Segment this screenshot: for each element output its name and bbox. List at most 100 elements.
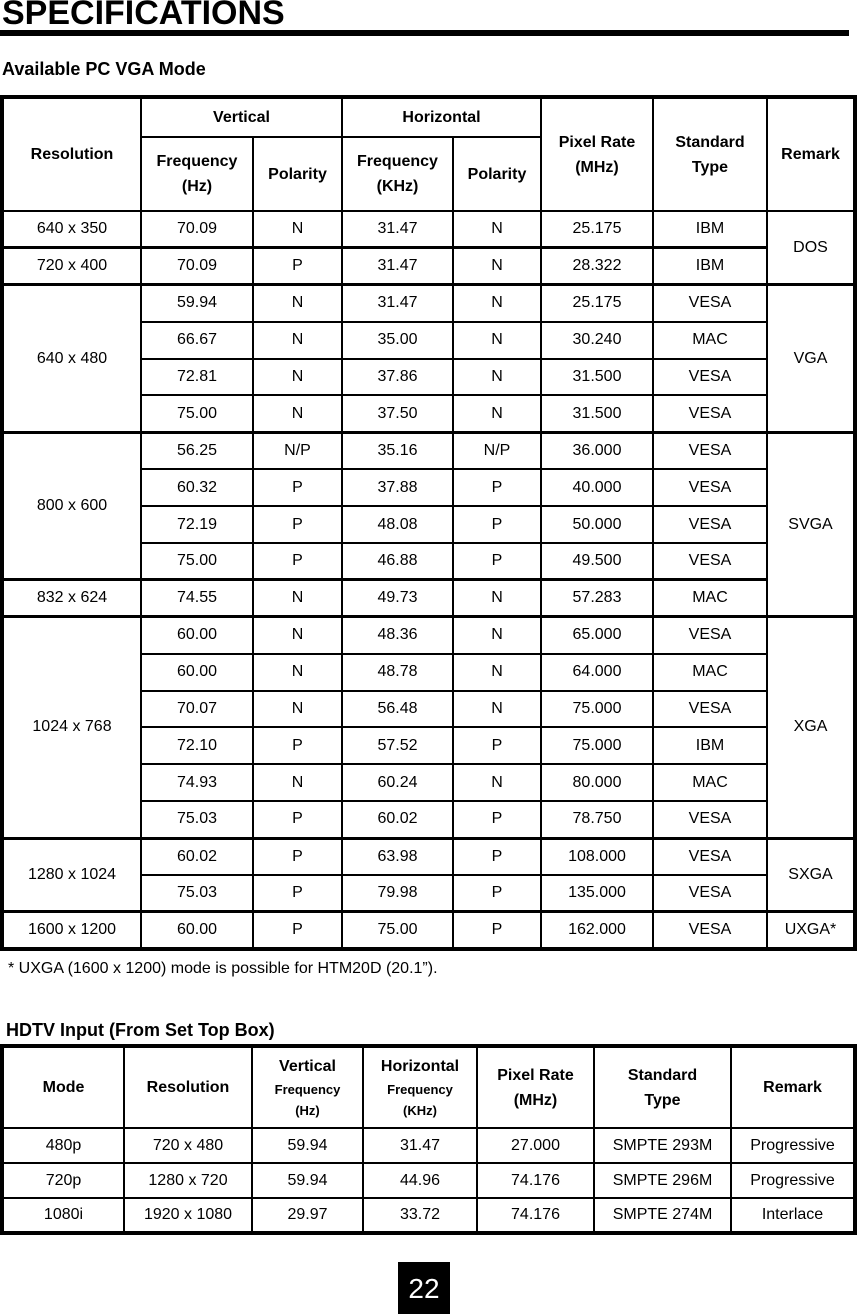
cell-v-frequency: 70.09 (140, 246, 254, 286)
cell-v-frequency: 60.00 (140, 910, 254, 950)
table-row: 66.67 N 35.00 N 30.240 MAC (2, 320, 855, 360)
cell-v-polarity: N (252, 210, 343, 249)
cell-mode: 1080i (1, 1197, 125, 1234)
cell-v-frequency: 74.93 (140, 763, 254, 803)
cell-v-polarity: N (252, 320, 343, 360)
hdtv-table-body: 480p 720 x 480 59.94 31.47 27.000 SMPTE 293M P… (1, 1127, 856, 1234)
cell-remark: Progressive (730, 1127, 856, 1164)
cell-v-polarity: N (252, 763, 343, 803)
cell-v-frequency: 66.67 (140, 320, 254, 360)
header-v-frequency-label: Frequency (156, 153, 238, 170)
header-pixel-rate: Pixel Rate (MHz) (540, 96, 654, 212)
cell-resolution: 800 x 600 (1, 430, 142, 581)
header-pixel-rate: Pixel Rate (MHz) (476, 1045, 595, 1129)
cell-h-frequency: 31.47 (341, 283, 454, 323)
cell-v-frequency: 72.19 (140, 505, 254, 545)
table-row: 75.00 N 37.50 N 31.500 VESA (2, 394, 855, 434)
cell-v-frequency: 70.09 (140, 210, 254, 249)
cell-resolution: 720 x 480 (123, 1127, 253, 1164)
table-row: 800 x 600 56.25 N/P 35.16 N/P 36.000 VESA SVGA (1, 430, 856, 618)
cell-remark: UXGA* (766, 910, 856, 950)
cell-standard-type: MAC (652, 578, 768, 618)
cell-v-frequency: 59.94 (140, 283, 254, 323)
cell-h-frequency: 35.16 (341, 430, 454, 471)
cell-v-frequency: 60.00 (140, 615, 254, 655)
title-rule (0, 30, 849, 36)
cell-v-polarity: N (252, 652, 343, 692)
cell-v-polarity: P (252, 246, 343, 286)
table-row: 832 x 624 74.55 N 49.73 N 57.283 MAC (1, 578, 855, 618)
cell-resolution: 1280 x 1024 (1, 836, 142, 913)
cell-v-polarity: P (252, 726, 343, 766)
cell-standard-type: VESA (652, 689, 768, 729)
cell-resolution: 1920 x 1080 (123, 1197, 253, 1234)
cell-pixel-rate: 31.500 (540, 357, 654, 397)
header-vertical: Vertical (140, 96, 343, 138)
header-type-label: Type (644, 1091, 681, 1109)
cell-pixel-rate: 64.000 (540, 652, 654, 692)
cell-resolution: 640 x 350 (1, 210, 142, 249)
cell-resolution: 1024 x 768 (1, 615, 142, 840)
pc-vga-mode-table: Resolution Vertical Horizontal Pixel Rat… (0, 95, 857, 951)
cell-standard-type: VESA (652, 505, 768, 545)
cell-pixel-rate: 162.000 (540, 910, 654, 950)
table-row: 72.10 P 57.52 P 75.000 IBM (2, 726, 855, 766)
pc-vga-mode-heading: Available PC VGA Mode (2, 59, 206, 79)
cell-h-frequency: 48.08 (341, 505, 454, 545)
cell-horizontal-frequency: 44.96 (362, 1162, 478, 1199)
header-standard-label: Standard (627, 1066, 698, 1084)
table-row: 75.03 P 79.98 P 135.000 VESA (2, 874, 855, 913)
cell-h-polarity: N (452, 689, 542, 729)
cell-v-frequency: 75.03 (140, 874, 254, 913)
cell-standard-type: IBM (652, 246, 768, 286)
cell-pixel-rate: 65.000 (540, 615, 654, 655)
cell-pixel-rate: 31.500 (540, 394, 654, 434)
cell-remark: DOS (766, 210, 856, 286)
cell-resolution: 832 x 624 (1, 578, 142, 618)
cell-h-polarity: P (452, 836, 542, 877)
header-h-frequency-label: Frequency (387, 1082, 453, 1097)
cell-vertical-frequency: 59.94 (251, 1162, 364, 1199)
cell-v-polarity: N (252, 689, 343, 729)
cell-horizontal-frequency: 33.72 (362, 1197, 478, 1234)
cell-h-polarity: P (452, 468, 542, 508)
cell-standard-type: VESA (652, 874, 768, 913)
header-v-frequency-label: Frequency (274, 1082, 341, 1097)
cell-remark: XGA (766, 615, 856, 840)
header-resolution: Resolution (1, 96, 142, 212)
cell-pixel-rate: 74.176 (476, 1162, 595, 1199)
table-row: 75.00 P 46.88 P 49.500 VESA (2, 542, 855, 581)
header-h-frequency-label: Frequency (357, 153, 438, 170)
cell-pixel-rate: 25.175 (540, 210, 654, 249)
cell-v-frequency: 56.25 (140, 430, 254, 471)
cell-v-polarity: P (252, 800, 343, 840)
cell-resolution: 640 x 480 (1, 283, 142, 434)
cell-v-frequency: 75.00 (140, 394, 254, 434)
cell-h-polarity: N (452, 246, 542, 286)
uxga-footnote: * UXGA (1600 x 1200) mode is possible fo… (8, 960, 438, 977)
cell-v-polarity: N (252, 394, 343, 434)
cell-h-polarity: P (452, 726, 542, 766)
cell-h-frequency: 37.88 (341, 468, 454, 508)
cell-standard-type: MAC (652, 320, 768, 360)
header-vertical-frequency: Vertical Frequency (Hz) (251, 1045, 364, 1129)
table-row: 60.00 N 48.78 N 64.000 MAC (2, 652, 855, 692)
cell-resolution: 1600 x 1200 (1, 910, 142, 950)
cell-pixel-rate: 50.000 (540, 505, 654, 545)
table-row: 640 x 350 70.09 N 31.47 N 25.175 IBM DOS (1, 210, 856, 286)
cell-remark: VGA (766, 283, 856, 434)
cell-h-frequency: 37.86 (341, 357, 454, 397)
table-row: 480p 720 x 480 59.94 31.47 27.000 SMPTE 293M P… (1, 1127, 856, 1164)
cell-v-polarity: N (252, 578, 343, 618)
cell-mode: 480p (1, 1127, 125, 1164)
header-pixel-rate-label: Pixel Rate (497, 1066, 574, 1084)
cell-standard-type: MAC (652, 763, 768, 803)
header-standard-type: Standard Type (652, 96, 768, 212)
cell-h-frequency: 57.52 (341, 726, 454, 766)
cell-v-frequency: 60.02 (140, 836, 254, 877)
cell-h-polarity: P (452, 800, 542, 840)
header-v-frequency: Frequency (Hz) (140, 136, 254, 212)
cell-pixel-rate: 74.176 (476, 1197, 595, 1234)
cell-pixel-rate: 57.283 (540, 578, 654, 618)
cell-standard-type: SMPTE 293M (593, 1127, 732, 1164)
